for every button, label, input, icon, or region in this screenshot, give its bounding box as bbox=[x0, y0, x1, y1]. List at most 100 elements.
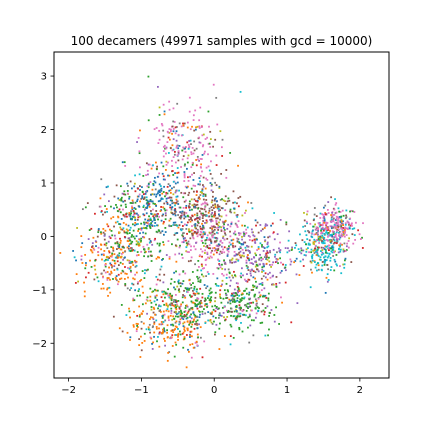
data-point bbox=[150, 337, 153, 340]
data-point bbox=[186, 232, 188, 235]
data-point bbox=[264, 239, 267, 242]
data-point bbox=[237, 259, 240, 262]
data-point bbox=[117, 264, 120, 267]
data-point bbox=[234, 305, 237, 308]
data-point bbox=[101, 283, 104, 285]
data-point bbox=[227, 250, 230, 253]
data-point bbox=[143, 214, 146, 217]
data-point bbox=[192, 205, 195, 208]
data-point bbox=[164, 231, 167, 233]
data-point bbox=[210, 313, 213, 315]
data-point bbox=[196, 203, 199, 206]
data-point bbox=[204, 201, 206, 204]
data-point bbox=[182, 196, 185, 199]
data-point bbox=[319, 237, 322, 239]
data-point bbox=[232, 295, 235, 297]
data-point bbox=[324, 291, 327, 294]
data-point bbox=[245, 209, 247, 212]
data-point bbox=[212, 308, 215, 311]
data-point bbox=[183, 214, 186, 217]
data-point bbox=[196, 199, 199, 202]
data-point bbox=[250, 228, 253, 231]
data-point bbox=[124, 215, 126, 218]
data-point bbox=[214, 291, 217, 294]
data-point bbox=[317, 222, 320, 224]
data-point bbox=[255, 287, 258, 289]
data-point bbox=[211, 231, 214, 233]
data-point bbox=[136, 218, 139, 221]
data-point bbox=[148, 224, 151, 227]
data-point bbox=[94, 273, 97, 276]
data-point bbox=[209, 130, 212, 133]
data-point bbox=[334, 224, 337, 227]
data-point bbox=[131, 261, 134, 264]
data-point bbox=[190, 198, 193, 201]
data-point bbox=[93, 248, 96, 251]
data-point bbox=[231, 296, 234, 299]
data-point bbox=[218, 225, 221, 228]
data-point bbox=[268, 311, 271, 314]
data-point bbox=[245, 305, 248, 308]
data-point bbox=[230, 222, 233, 225]
data-point bbox=[219, 295, 221, 298]
data-point bbox=[174, 325, 177, 328]
data-point bbox=[191, 343, 194, 346]
data-point bbox=[142, 310, 144, 313]
data-point bbox=[115, 204, 117, 206]
data-point bbox=[183, 321, 186, 324]
data-point bbox=[171, 334, 174, 337]
data-point bbox=[332, 249, 335, 251]
data-point bbox=[216, 244, 219, 247]
data-point bbox=[168, 131, 171, 134]
data-point bbox=[185, 242, 188, 245]
data-point bbox=[144, 250, 147, 253]
data-point bbox=[183, 176, 186, 179]
data-point bbox=[259, 224, 262, 226]
data-point bbox=[193, 172, 195, 174]
data-point bbox=[209, 255, 212, 258]
data-point bbox=[231, 257, 234, 260]
data-point bbox=[336, 237, 338, 240]
data-point bbox=[326, 252, 329, 255]
data-point bbox=[192, 114, 195, 117]
data-point bbox=[276, 233, 279, 236]
data-point bbox=[353, 211, 356, 213]
data-point bbox=[104, 211, 106, 214]
data-point bbox=[190, 151, 193, 154]
data-point bbox=[300, 249, 303, 252]
data-point bbox=[248, 302, 251, 304]
data-point bbox=[223, 289, 226, 292]
data-point bbox=[256, 264, 259, 267]
data-point bbox=[186, 157, 189, 160]
data-point bbox=[163, 330, 166, 333]
data-point bbox=[220, 245, 223, 248]
data-point bbox=[266, 250, 269, 252]
data-point bbox=[220, 230, 223, 232]
data-point bbox=[325, 245, 328, 248]
data-point bbox=[108, 257, 111, 259]
data-point bbox=[209, 138, 212, 141]
data-point bbox=[234, 317, 237, 320]
data-point bbox=[225, 273, 228, 276]
data-point bbox=[151, 193, 154, 196]
data-point bbox=[194, 200, 197, 202]
data-point bbox=[92, 247, 95, 250]
data-point bbox=[114, 276, 117, 279]
data-point bbox=[295, 257, 298, 260]
data-point bbox=[314, 251, 317, 253]
data-point bbox=[254, 252, 257, 255]
data-point bbox=[337, 225, 340, 228]
data-point bbox=[196, 292, 199, 295]
data-point bbox=[246, 256, 249, 259]
data-point bbox=[152, 215, 155, 218]
data-point bbox=[172, 107, 175, 110]
data-point bbox=[142, 235, 144, 238]
data-point bbox=[183, 213, 186, 216]
data-point bbox=[208, 292, 211, 295]
data-point bbox=[316, 269, 318, 272]
data-point bbox=[213, 247, 216, 249]
data-point bbox=[201, 296, 204, 299]
data-point bbox=[194, 323, 196, 325]
data-point bbox=[129, 289, 131, 291]
data-point bbox=[120, 196, 123, 199]
